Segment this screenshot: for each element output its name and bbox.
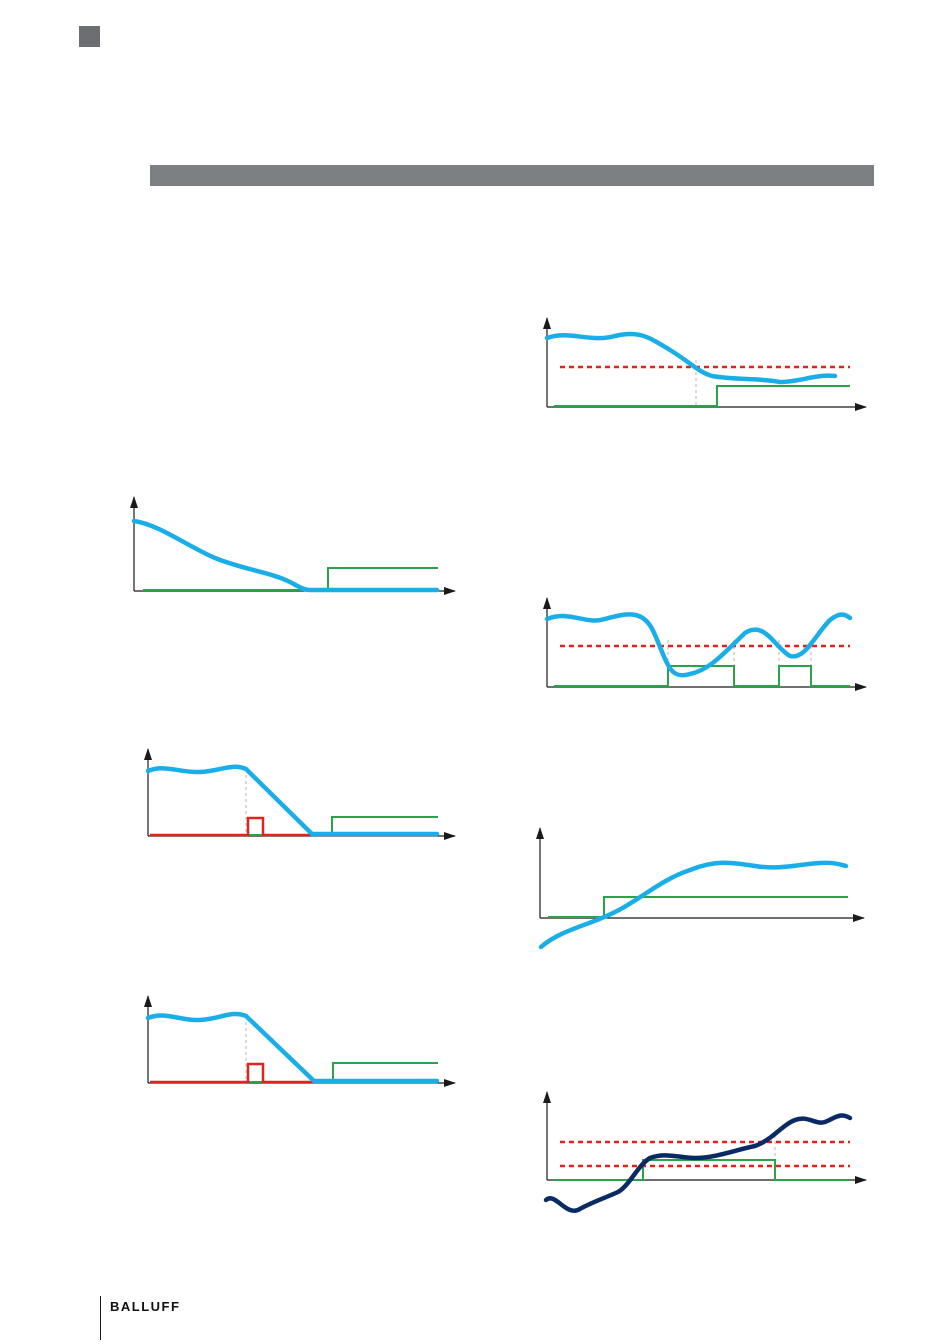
diagram-fig-d	[543, 317, 867, 411]
fig-c-signal	[145, 1011, 440, 1084]
fig-g-signal	[543, 1113, 853, 1213]
fig-b-signal	[145, 764, 440, 837]
footer-rule	[100, 1296, 101, 1340]
fig-g-switch-output	[554, 1159, 850, 1181]
diagram-fig-a	[130, 496, 456, 595]
fig-a-switch-output	[143, 567, 438, 591]
balluff-logo: BALLUFF	[110, 1299, 181, 1314]
section-header-bar	[150, 165, 874, 186]
diagram-fig-f	[536, 827, 865, 950]
section-marker-square	[79, 26, 100, 47]
fig-b-pulse	[150, 816, 438, 837]
fig-f-signal	[538, 860, 849, 950]
diagram-fig-c	[144, 995, 456, 1087]
fig-d-signal	[544, 331, 838, 385]
diagram-fig-e	[543, 597, 867, 691]
fig-e-signal	[544, 612, 853, 678]
fig-f-switch-output	[548, 896, 848, 918]
fig-e-switch-output	[554, 665, 850, 687]
fig-a-signal	[131, 518, 440, 593]
diagram-fig-b	[144, 748, 456, 840]
fig-d-switch-output	[554, 385, 850, 407]
fig-c-pulse	[150, 1062, 438, 1084]
diagram-fig-g	[543, 1091, 867, 1213]
